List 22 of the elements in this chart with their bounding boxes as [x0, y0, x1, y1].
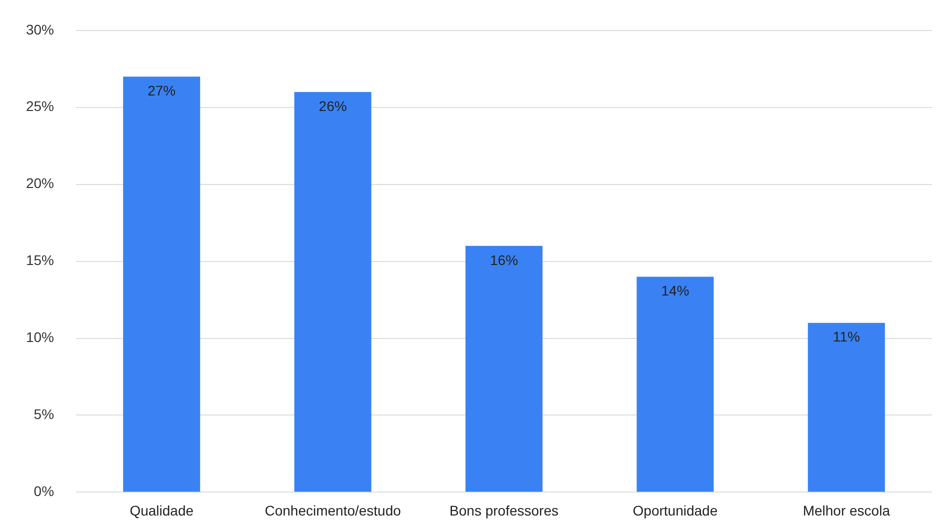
x-tick-label: Qualidade: [130, 502, 194, 518]
y-tick-label: 25%: [26, 98, 54, 114]
y-tick-label: 0%: [34, 483, 54, 500]
y-tick-label: 20%: [26, 175, 54, 192]
data-label: 14%: [661, 282, 690, 299]
x-tick-label: Conhecimento/estudo: [264, 502, 402, 518]
x-tick-label: Oportunidade: [632, 502, 718, 518]
bar: [294, 92, 372, 492]
bar: [808, 322, 885, 492]
y-tick-label: 15%: [26, 252, 54, 268]
data-label: 26%: [318, 98, 347, 114]
data-label: 27%: [148, 82, 176, 98]
x-tick-label: Bons professores: [450, 502, 558, 518]
x-tick-label: Melhor escola: [802, 502, 890, 518]
y-tick-label: 10%: [26, 329, 54, 346]
data-label: 16%: [490, 252, 518, 268]
bar: [123, 76, 200, 492]
y-tick-label: 5%: [34, 406, 54, 422]
y-tick-label: 30%: [26, 21, 54, 38]
bar: [465, 246, 543, 492]
data-label: 11%: [832, 328, 860, 345]
bar: [636, 276, 714, 492]
